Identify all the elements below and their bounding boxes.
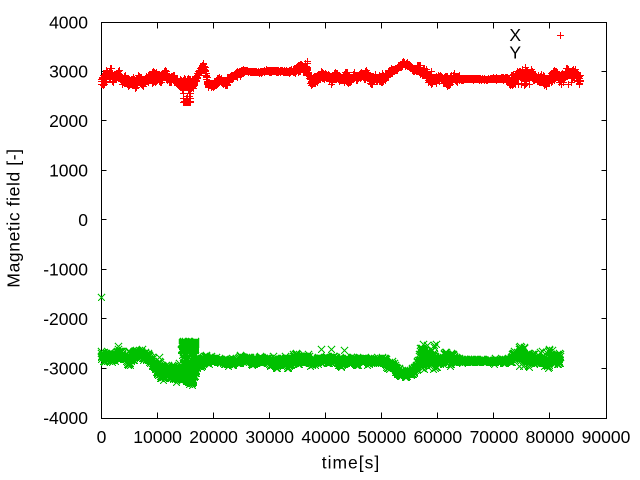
svg-text:50000: 50000 [357,427,406,447]
svg-text:time[s]: time[s] [322,453,381,473]
svg-text:-1000: -1000 [43,260,88,280]
svg-text:-3000: -3000 [43,359,88,379]
svg-text:60000: 60000 [413,427,462,447]
svg-text:80000: 80000 [526,427,575,447]
svg-text:2000: 2000 [49,111,88,131]
svg-text:30000: 30000 [245,427,294,447]
svg-text:70000: 70000 [470,427,519,447]
svg-text:1000: 1000 [49,161,88,181]
svg-text:10000: 10000 [133,427,182,447]
svg-text:Y: Y [509,43,521,63]
svg-text:20000: 20000 [189,427,238,447]
svg-text:-2000: -2000 [43,309,88,329]
svg-text:0: 0 [78,210,88,230]
svg-text:Magnetic field [-]: Magnetic field [-] [4,148,24,287]
svg-text:0: 0 [97,427,107,447]
svg-text:X: X [509,25,521,45]
svg-text:-4000: -4000 [43,408,88,428]
svg-text:90000: 90000 [582,427,631,447]
svg-text:4000: 4000 [49,12,88,32]
svg-text:3000: 3000 [49,62,88,82]
svg-text:40000: 40000 [301,427,350,447]
